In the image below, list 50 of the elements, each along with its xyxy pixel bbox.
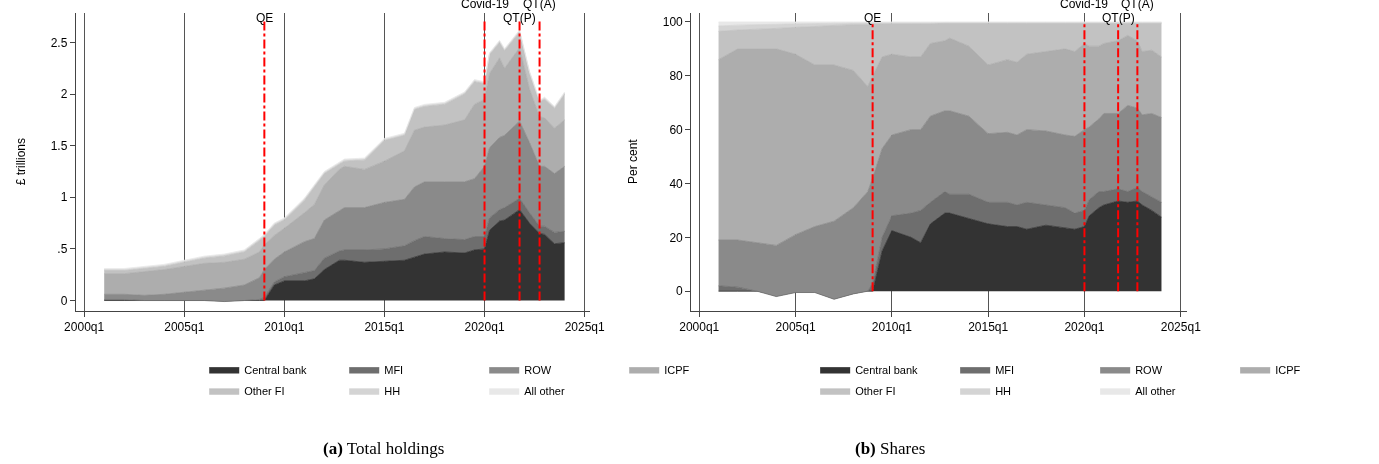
- legend-label: ROW: [1135, 363, 1163, 376]
- y-tick-label: 100: [662, 15, 684, 30]
- ref-line-label: QT(A): [523, 0, 556, 11]
- legend-label: All other: [1135, 385, 1176, 398]
- ref-line-label: QT(P): [1102, 11, 1135, 25]
- x-tick-label: 2005q1: [775, 320, 816, 335]
- x-tick-label: 2000q1: [64, 320, 105, 335]
- y-tick-label: 0: [60, 293, 68, 308]
- ref-line-label: QT(P): [503, 11, 536, 25]
- y-tick-label: 1.5: [50, 138, 68, 153]
- legend-label: HH: [384, 385, 401, 398]
- y-tick-label: 1: [60, 190, 68, 205]
- x-tick-label: 2015q1: [364, 320, 405, 335]
- y-tick-label: .5: [57, 242, 68, 257]
- x-tick-label: 2025q1: [564, 320, 606, 335]
- text: (b) Shares: [855, 439, 926, 458]
- y-tick-label: 60: [669, 122, 684, 137]
- legend-label: Central bank: [244, 363, 308, 376]
- x-tick-label: 2020q1: [464, 320, 505, 335]
- legend-label: HH: [995, 385, 1012, 398]
- legend-label: Other FI: [855, 385, 896, 398]
- y-tick-label: 2: [60, 87, 68, 102]
- x-tick-label: 2010q1: [871, 320, 913, 335]
- y-axis-title: £ trillions: [13, 138, 28, 186]
- ref-line-label: QE: [256, 11, 274, 25]
- y-tick-label: 0: [676, 284, 684, 299]
- y-tick-label: 20: [669, 230, 684, 245]
- legend-label: MFI: [995, 363, 1015, 376]
- x-tick-label: 2025q1: [1160, 320, 1202, 335]
- x-tick-label: 2020q1: [1064, 320, 1105, 335]
- ref-line-label: Covid-19: [1060, 0, 1109, 11]
- text: (a) Total holdings: [323, 439, 445, 458]
- x-tick-label: 2015q1: [968, 320, 1009, 335]
- y-tick-label: 80: [669, 68, 684, 83]
- legend-label: ICPF: [664, 363, 690, 376]
- y-tick-label: 2.5: [50, 35, 68, 50]
- legend-label: Other FI: [244, 385, 285, 398]
- legend-label: MFI: [384, 363, 404, 376]
- legend-label: Central bank: [855, 363, 919, 376]
- y-tick-label: 40: [669, 176, 684, 191]
- ref-line-label: Covid-19: [461, 0, 510, 11]
- x-tick-label: 2000q1: [679, 320, 720, 335]
- x-tick-label: 2010q1: [264, 320, 305, 335]
- y-axis-title: Per cent: [626, 138, 641, 185]
- legend-label: ROW: [524, 363, 552, 376]
- ref-line-label: QE: [864, 11, 882, 25]
- ref-line-label: QT(A): [1121, 0, 1154, 11]
- x-tick-label: 2005q1: [164, 320, 205, 335]
- legend-label: ICPF: [1275, 363, 1301, 376]
- legend-label: All other: [524, 385, 565, 398]
